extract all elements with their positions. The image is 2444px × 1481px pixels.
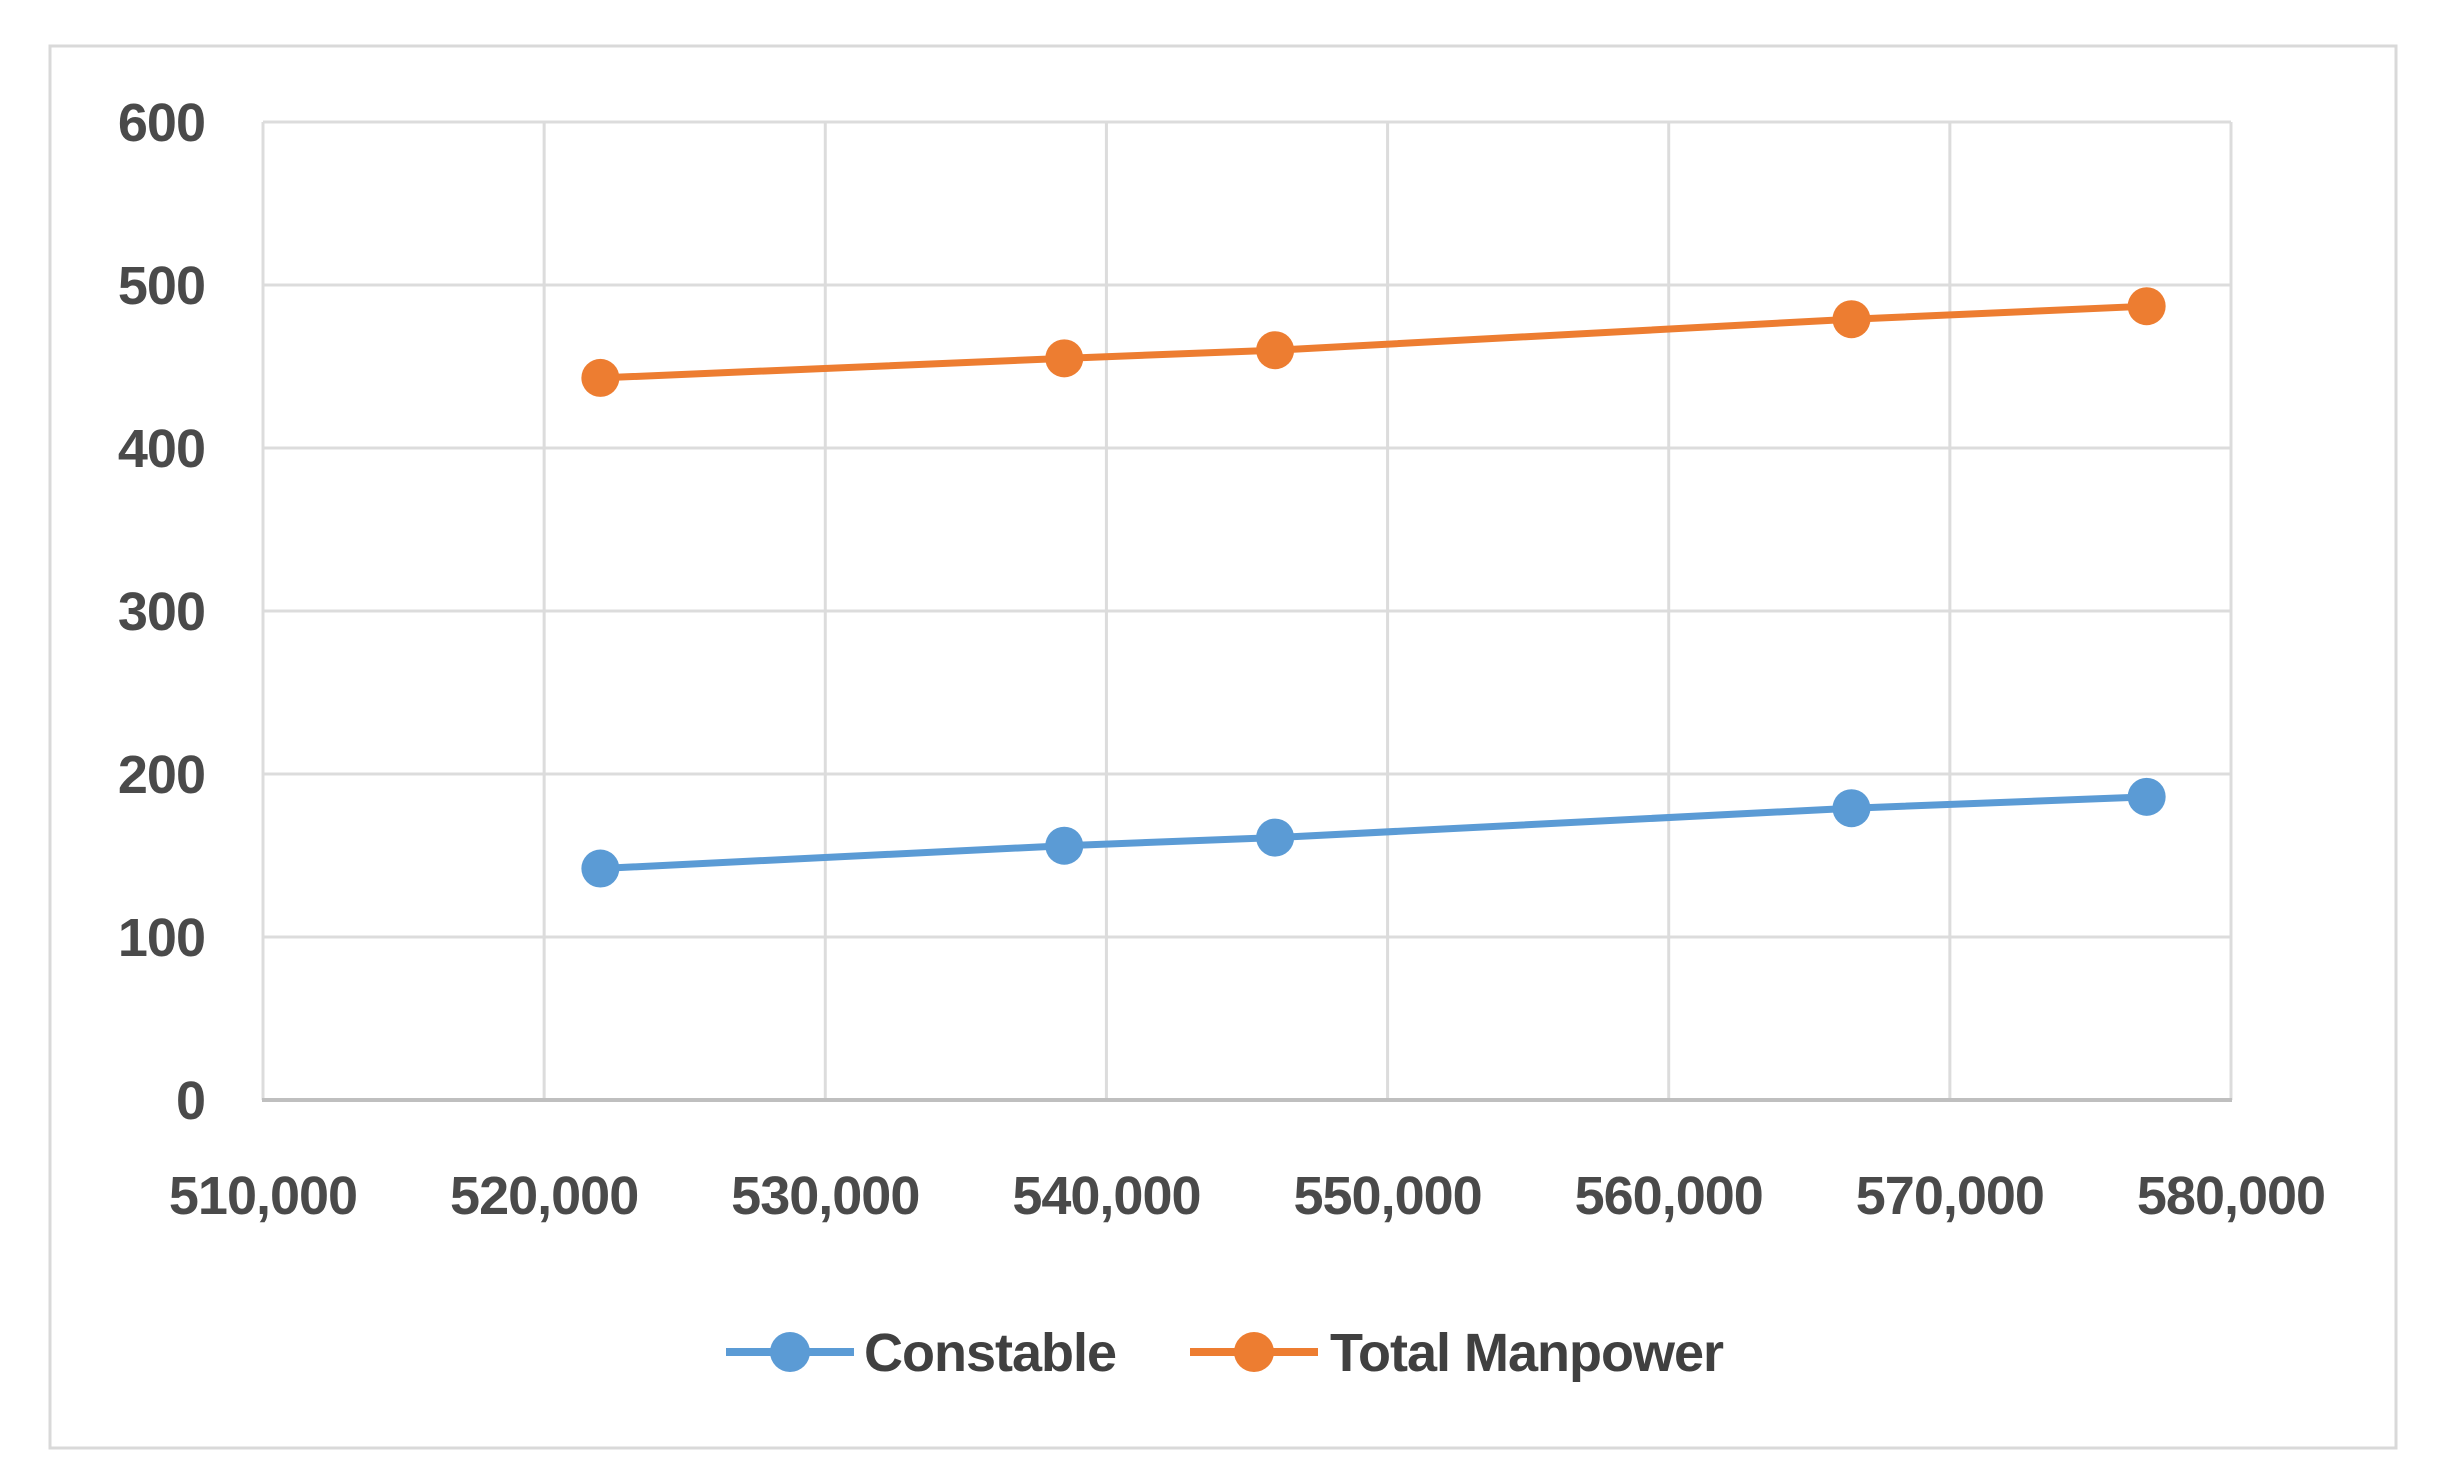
legend-key-marker-0: [770, 1332, 810, 1372]
x-tick-label-1: 520,000: [450, 1166, 638, 1226]
x-tick-label-3: 540,000: [1012, 1166, 1200, 1226]
series-0-marker-1: [1045, 826, 1084, 865]
x-tick-label-5: 560,000: [1575, 1166, 1763, 1226]
series-1-marker-2: [1256, 331, 1295, 370]
series-0-marker-2: [1256, 818, 1295, 857]
y-tick-label-2: 200: [118, 745, 205, 805]
y-tick-label-0: 0: [176, 1071, 205, 1131]
series-0-marker-3: [1832, 789, 1871, 828]
legend-key-marker-1: [1234, 1332, 1274, 1372]
y-tick-label-4: 400: [118, 419, 205, 479]
x-tick-label-7: 580,000: [2137, 1166, 2325, 1226]
x-tick-label-2: 530,000: [731, 1166, 919, 1226]
chart-border: [48, 44, 2398, 1450]
series-0-marker-0: [581, 849, 620, 888]
series-1-marker-3: [1832, 300, 1871, 339]
series-1-marker-0: [581, 358, 620, 397]
series-1-marker-1: [1045, 339, 1084, 378]
legend-label-1: Total Manpower: [1330, 1323, 1724, 1383]
series-0-marker-4: [2127, 777, 2166, 816]
y-tick-label-6: 600: [118, 93, 205, 153]
y-tick-label-1: 100: [118, 908, 205, 968]
legend-label-0: Constable: [864, 1323, 1116, 1383]
series-1-marker-4: [2127, 287, 2166, 326]
x-tick-label-0: 510,000: [169, 1166, 357, 1226]
y-tick-label-3: 300: [118, 582, 205, 642]
x-tick-label-6: 570,000: [1856, 1166, 2044, 1226]
y-tick-label-5: 500: [118, 256, 205, 316]
x-tick-label-4: 550,000: [1293, 1166, 1481, 1226]
